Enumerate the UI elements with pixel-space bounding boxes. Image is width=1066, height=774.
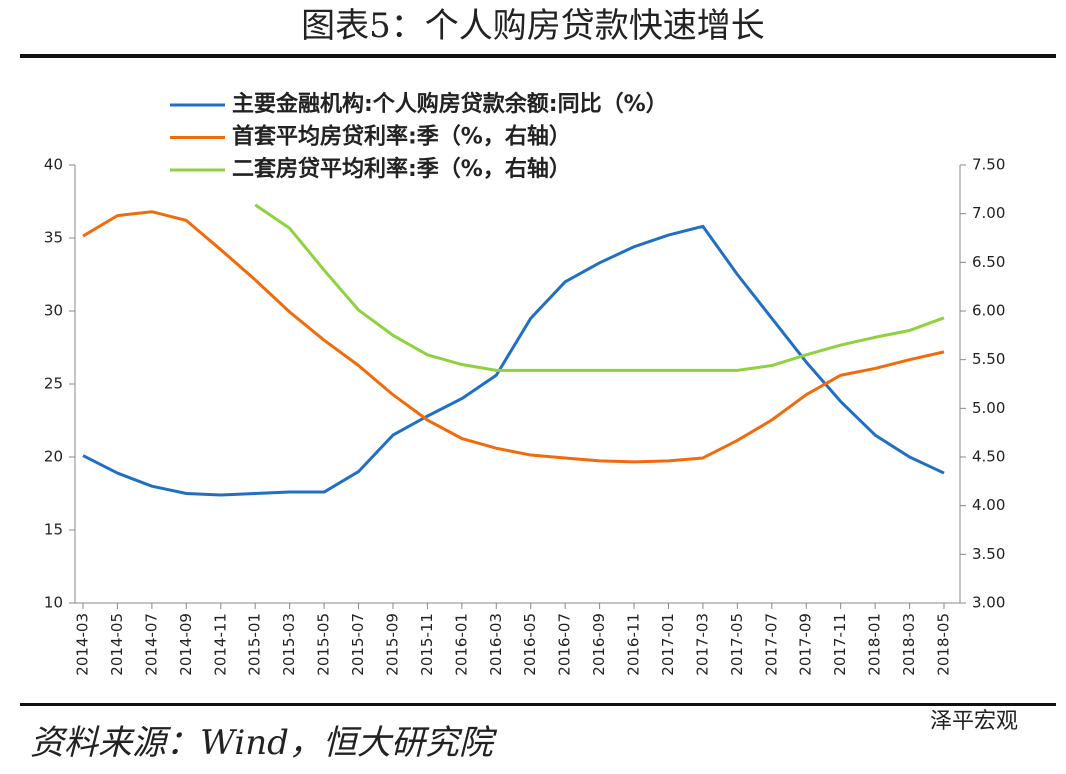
y2-tick-label: 7.50 xyxy=(972,156,1005,174)
x-tick-label: 2017-03 xyxy=(693,613,711,676)
x-tick-label: 2016-11 xyxy=(625,613,643,676)
x-tick-label: 2017-07 xyxy=(762,613,780,676)
x-tick-label: 2016-05 xyxy=(521,613,539,676)
x-tick-label: 2017-01 xyxy=(659,613,677,676)
x-tick-label: 2016-07 xyxy=(556,613,574,676)
y-tick-label: 20 xyxy=(44,448,63,466)
x-tick-label: 2017-09 xyxy=(797,613,815,676)
x-tick-label: 2014-05 xyxy=(108,613,126,676)
x-tick-label: 2017-11 xyxy=(831,613,849,676)
footer-rule xyxy=(20,703,1056,706)
y-tick-label: 40 xyxy=(44,156,63,174)
x-tick-label: 2015-11 xyxy=(418,613,436,676)
x-tick-label: 2018-01 xyxy=(866,613,884,676)
x-tick-label: 2016-03 xyxy=(487,613,505,676)
x-tick-label: 2015-05 xyxy=(315,613,333,676)
y2-tick-label: 3.50 xyxy=(972,545,1005,563)
series-line xyxy=(82,210,945,464)
chart-title: 图表5：个人购房贷款快速增长 xyxy=(301,6,765,46)
x-tick-label: 2015-01 xyxy=(246,613,264,676)
x-tick-label: 2015-07 xyxy=(349,613,367,676)
x-tick-label: 2017-05 xyxy=(728,613,746,676)
title-rule xyxy=(20,54,1056,58)
y-tick-label: 35 xyxy=(44,229,63,247)
x-tick-label: 2018-05 xyxy=(935,613,953,676)
watermark: 泽平宏观 xyxy=(930,709,1018,734)
x-tick-label: 2018-03 xyxy=(900,613,918,676)
y-tick-label: 30 xyxy=(44,302,63,320)
x-tick-label: 2014-03 xyxy=(74,613,92,676)
source: 资料来源：Wind，恒大研究院 xyxy=(30,723,498,763)
y-tick-label: 10 xyxy=(44,594,63,612)
x-tick-label: 2015-09 xyxy=(383,613,401,676)
x-tick-label: 2016-09 xyxy=(590,613,608,676)
y-tick-label: 15 xyxy=(44,521,63,539)
y2-tick-label: 3.00 xyxy=(972,594,1005,612)
y2-tick-label: 6.00 xyxy=(972,302,1005,320)
y2-tick-label: 6.50 xyxy=(972,253,1005,271)
y-tick-label: 25 xyxy=(44,375,63,393)
series-line xyxy=(254,203,945,372)
x-tick-label: 2014-11 xyxy=(211,613,229,676)
y2-tick-label: 5.50 xyxy=(972,350,1005,368)
x-tick-label: 2015-03 xyxy=(280,613,298,676)
y2-tick-label: 7.00 xyxy=(972,204,1005,222)
x-tick-label: 2014-09 xyxy=(177,613,195,676)
x-tick-label: 2014-07 xyxy=(142,613,160,676)
legend-label: 主要金融机构:个人购房贷款余额:同比（%） xyxy=(232,91,668,117)
legend-label: 二套房贷平均利率:季（%，右轴） xyxy=(232,156,571,182)
x-tick-label: 2016-01 xyxy=(452,613,470,676)
y2-tick-label: 4.50 xyxy=(972,448,1005,466)
legend-label: 首套平均房贷利率:季（%，右轴） xyxy=(232,124,571,150)
y2-tick-label: 4.00 xyxy=(972,496,1005,514)
series-line xyxy=(82,224,945,497)
y2-tick-label: 5.00 xyxy=(972,399,1005,417)
